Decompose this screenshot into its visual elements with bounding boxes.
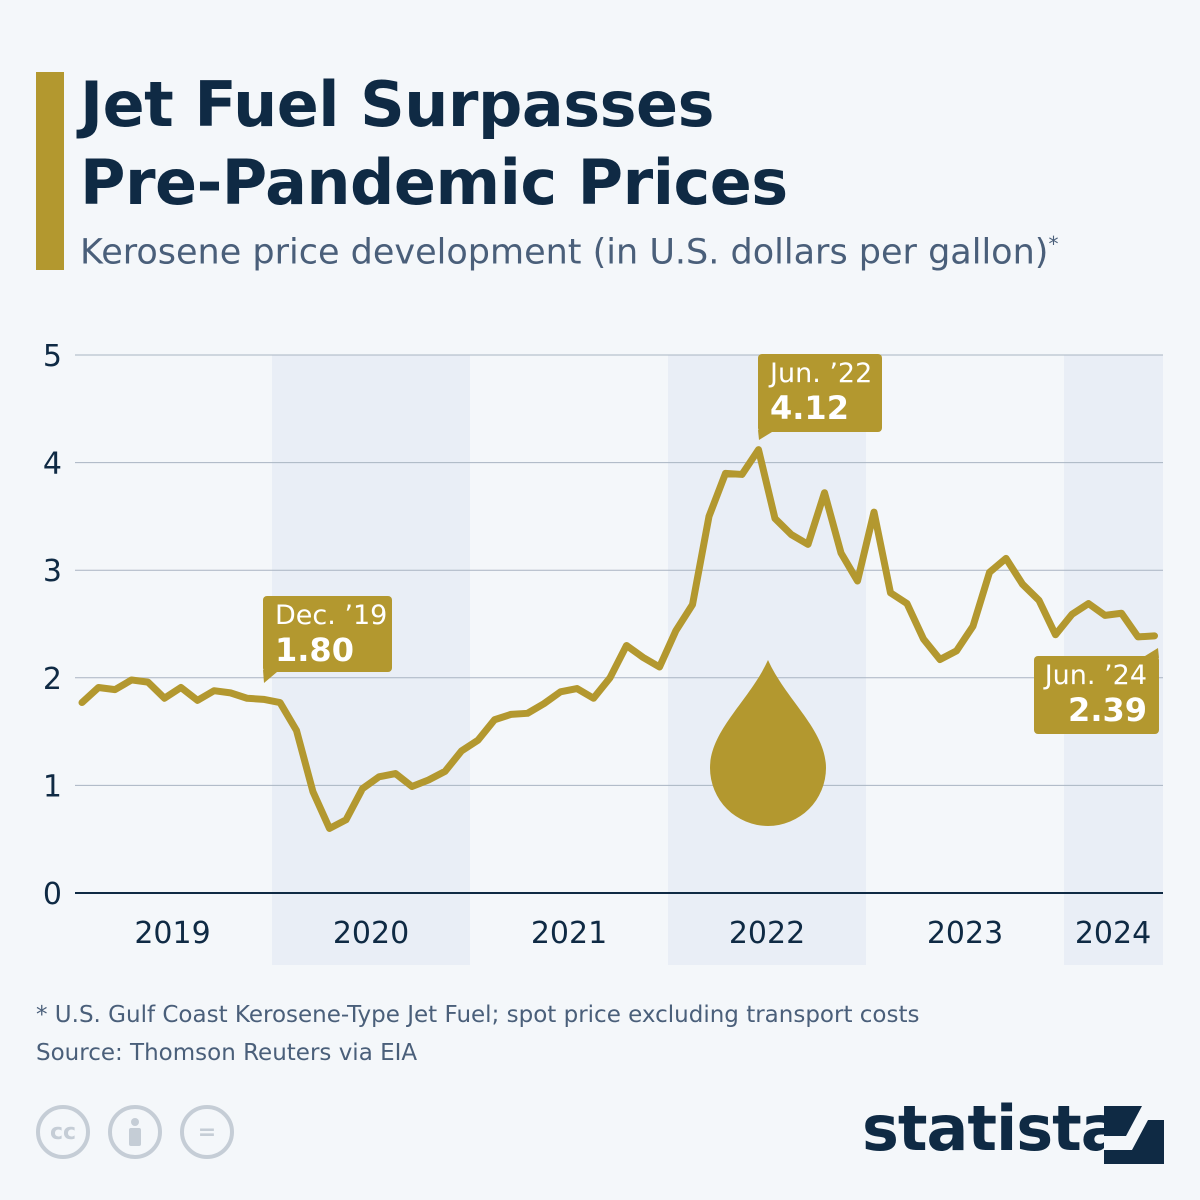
annotation-callout: Jun. ’224.12 bbox=[758, 354, 882, 440]
y-tick-label: 5 bbox=[43, 339, 62, 374]
x-tick-label: 2023 bbox=[927, 916, 1003, 951]
callout-label: Jun. ’24 bbox=[1043, 660, 1147, 691]
callout-value: 2.39 bbox=[1068, 691, 1147, 729]
year-band bbox=[668, 355, 866, 965]
callout-pointer bbox=[263, 670, 277, 683]
annotation-callout: Jun. ’242.39 bbox=[1034, 648, 1159, 734]
statista-logo[interactable]: statista bbox=[862, 1092, 1164, 1165]
page-title: Jet Fuel Surpasses Pre-Pandemic Prices bbox=[80, 66, 788, 222]
series-line bbox=[78, 446, 1158, 832]
subtitle: Kerosene price development (in U.S. doll… bbox=[80, 232, 1058, 273]
y-tick-label: 4 bbox=[43, 447, 62, 482]
x-tick-label: 2019 bbox=[134, 916, 210, 951]
oil-drop-icon bbox=[710, 660, 826, 826]
title-line-2: Pre-Pandemic Prices bbox=[80, 146, 788, 219]
callout-label: Jun. ’22 bbox=[768, 358, 872, 389]
x-tick-label: 2024 bbox=[1075, 916, 1151, 951]
callout-value: 1.80 bbox=[275, 631, 354, 669]
title-accent-bar bbox=[36, 72, 64, 270]
cc-icon[interactable]: cc bbox=[36, 1105, 90, 1159]
annotation-callout: Dec. ’191.80 bbox=[263, 596, 392, 683]
callout-value: 4.12 bbox=[770, 389, 849, 427]
callout-box bbox=[1034, 656, 1159, 734]
x-tick-label: 2020 bbox=[333, 916, 409, 951]
x-tick-label: 2021 bbox=[531, 916, 607, 951]
callout-box bbox=[263, 596, 392, 672]
line-chart: 0 1 2 3 4 5 2019 2020 2021 2022 2023 2024 Dec. ’191.… bbox=[43, 339, 1163, 965]
statista-logo-icon bbox=[1104, 1106, 1164, 1164]
y-tick-label: 1 bbox=[43, 769, 62, 804]
subtitle-text: Kerosene price development (in U.S. doll… bbox=[80, 232, 1049, 273]
logo-text: statista bbox=[862, 1092, 1123, 1165]
source: Source: Thomson Reuters via EIA bbox=[36, 1040, 418, 1066]
y-tick-label: 2 bbox=[43, 662, 62, 697]
no-derivatives-icon[interactable]: = bbox=[180, 1105, 234, 1159]
title-line-1: Jet Fuel Surpasses bbox=[80, 68, 714, 141]
callout-pointer bbox=[1145, 648, 1159, 658]
callout-box bbox=[758, 354, 882, 432]
callout-pointer bbox=[758, 430, 772, 440]
footnote: * U.S. Gulf Coast Kerosene-Type Jet Fuel… bbox=[36, 1002, 920, 1028]
y-tick-label: 0 bbox=[43, 877, 62, 912]
y-tick-label: 3 bbox=[43, 554, 62, 589]
callout-label: Dec. ’19 bbox=[275, 600, 387, 631]
attribution-icon[interactable] bbox=[108, 1105, 162, 1159]
subtitle-footnote-mark: * bbox=[1048, 232, 1059, 256]
x-tick-label: 2022 bbox=[729, 916, 805, 951]
